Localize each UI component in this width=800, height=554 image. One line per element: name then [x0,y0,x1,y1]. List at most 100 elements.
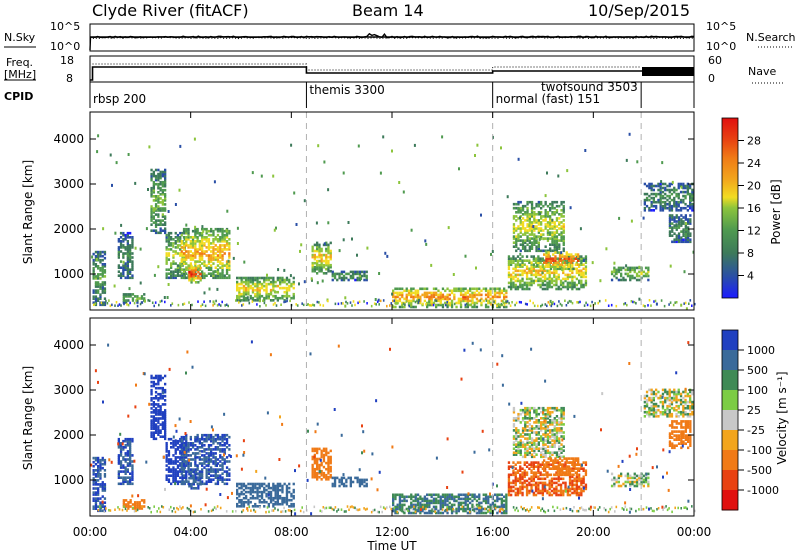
echo-cell [201,238,204,241]
echo-cell [207,272,211,275]
freq-label-line1: Freq. [6,56,33,69]
echo-cell [555,287,558,291]
echo-cell [682,228,685,231]
echo-cell [553,261,556,264]
echo-cell [566,489,569,493]
echo-cell [530,263,533,266]
echo-cell [101,489,104,492]
echo-cell [129,505,132,508]
echo-cell [469,507,472,511]
echo-cell [131,274,134,277]
echo-cell [453,295,456,299]
echo-cell [285,278,289,282]
echo-cell [212,270,215,273]
echo-cell [183,256,186,259]
echo-cell [113,284,116,288]
echo-cell [569,206,572,210]
echo-cell [210,256,213,259]
echo-cell [410,511,413,515]
echo-cell [190,264,193,268]
echo-cell [167,462,171,465]
echo-cell [519,273,522,277]
echo-cell [469,497,472,501]
echo-cell [247,286,250,290]
echo-cell [214,258,217,261]
echo-cell [575,491,578,495]
echo-cell [154,419,158,422]
echo-cell [179,476,182,479]
echo-cell [450,503,454,507]
echo-cell [101,265,104,268]
echo-cell [423,503,426,507]
echo-cell [549,303,551,306]
echo-cell [150,186,153,190]
echo-cell [201,435,204,439]
echo-cell [664,206,667,210]
echo-cell [318,249,321,253]
echo-cell [152,417,155,420]
echo-cell [533,235,536,238]
echo-cell [517,202,520,206]
echo-cell [238,290,241,294]
echo-cell [99,466,102,470]
echo-cell [555,277,558,281]
echo-cell [526,239,529,242]
echo-cell [540,206,543,210]
echo-cell [174,236,177,239]
echo-cell [292,286,295,290]
echo-cell [246,296,249,300]
echo-cell [199,266,202,270]
echo-cell [97,273,100,276]
echo-cell [163,296,166,299]
echo-cell [316,255,319,259]
echo-cell [292,276,295,280]
echo-cell [660,180,663,184]
echo-cell [199,482,202,486]
echo-cell [174,476,177,479]
echo-cell [94,295,98,298]
echo-cell [505,505,508,509]
echo-cell [117,238,120,241]
echo-cell [161,172,164,176]
echo-cell [524,229,527,232]
echo-cell [274,490,277,494]
echo-cell [240,492,243,496]
echo-cell [464,499,467,503]
echo-cell [670,206,674,210]
echo-cell [675,228,678,231]
echo-cell [675,204,678,208]
echo-cell [316,300,319,304]
echo-cell [551,200,554,204]
echo-cell [578,287,581,291]
echo-cell [196,227,199,231]
echo-cell [521,279,524,283]
echo-cell [97,505,100,508]
echo-cell [154,207,157,211]
echo-cell [219,304,222,307]
echo-cell [562,247,565,250]
echo-cell [480,511,483,515]
echo-cell [125,503,128,506]
echo-cell [562,235,565,238]
echo-cell [573,487,576,491]
echo-cell [426,293,429,297]
echo-cell [403,301,406,305]
echo-cell [430,499,433,503]
echo-cell [316,471,319,475]
echo-cell [322,449,326,453]
echo-cell [430,493,433,497]
echo-cell [236,286,239,290]
echo-cell [644,305,646,308]
echo-cell [523,283,526,287]
echo-cell [159,405,162,408]
echo-cell [165,442,168,445]
echo-cell [682,240,685,244]
echo-cell [185,448,188,451]
echo-cell [342,171,345,175]
echo-cell [101,509,104,513]
echo-cell [535,213,538,216]
echo-cell [519,221,522,224]
echo-cell [423,495,426,499]
echo-cell [479,299,482,302]
echo-cell [605,247,608,251]
